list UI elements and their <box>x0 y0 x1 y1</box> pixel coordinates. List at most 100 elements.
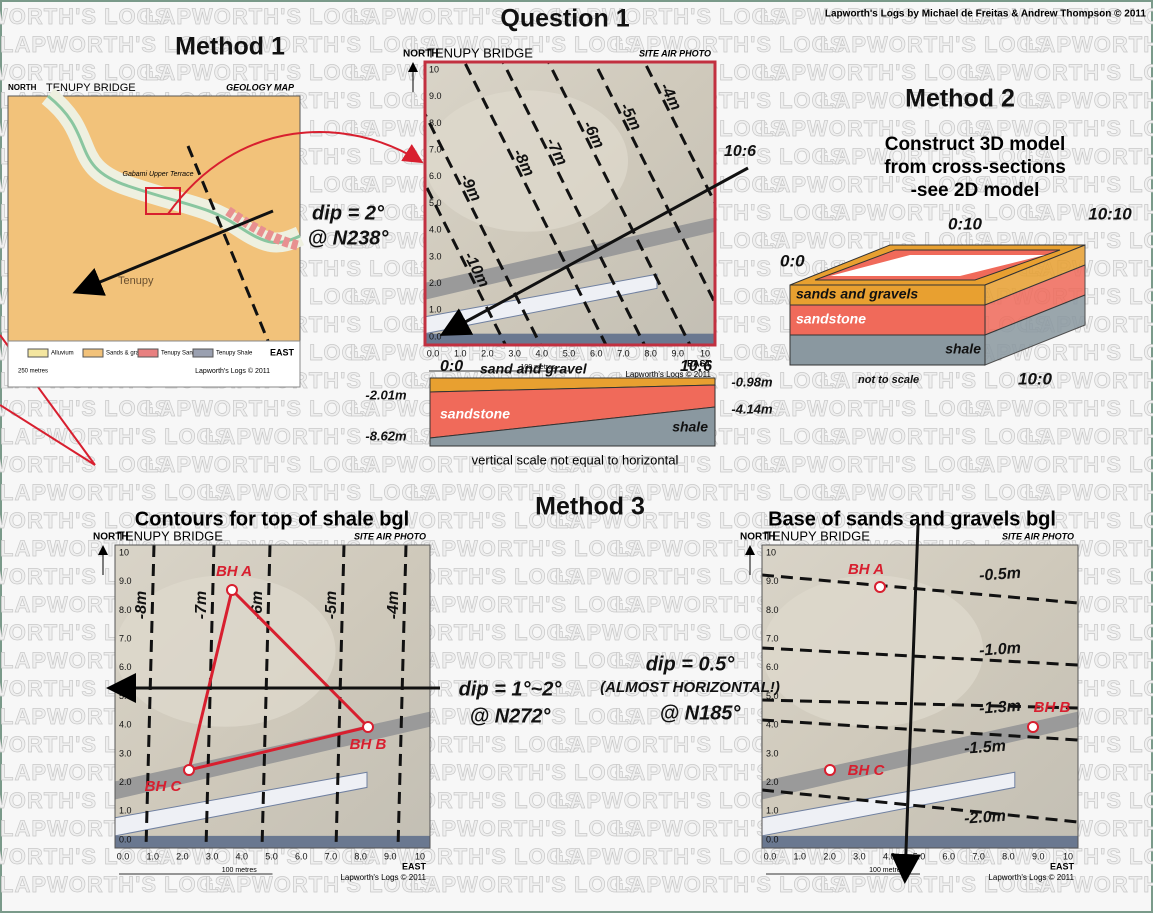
contour-label: -0.5m <box>979 565 1022 585</box>
y-grid-label: 2.0 <box>429 278 442 288</box>
x-grid-label: 7.0 <box>972 851 985 861</box>
watermark: LAPWORTH'S LOGS <box>410 872 640 897</box>
legend-swatch <box>138 349 158 357</box>
watermark: LAPWORTH'S LOGS <box>820 32 1050 57</box>
x-grid-label: 8.0 <box>1002 851 1015 861</box>
section-layer: sandstone <box>440 406 510 422</box>
legend-swatch <box>193 349 213 357</box>
y-grid-label: 6.0 <box>766 662 779 672</box>
x-grid-label: 4.0 <box>883 851 896 861</box>
legend-label: Tenupy Shale <box>216 351 253 357</box>
y-grid-label: 1.0 <box>119 806 132 816</box>
method3-direction: @ N185° <box>660 702 742 724</box>
x-grid-label: 7.0 <box>617 348 630 358</box>
method2-title: Method 2 <box>905 85 1015 113</box>
y-grid-label: 10 <box>119 547 129 557</box>
photo-panel <box>762 545 1078 848</box>
photo-field <box>762 575 983 727</box>
watermark: LAPWORTH'S LOGS <box>410 536 640 561</box>
method3-note: (ALMOST HORIZONTAL!) <box>600 679 780 696</box>
watermark: LAPWORTH'S LOGS <box>820 480 1050 505</box>
north-label: NORTH <box>8 83 37 92</box>
watermark: LAPWORTH'S LOGS <box>615 872 845 897</box>
x-grid-label: 2.0 <box>823 851 836 861</box>
y-grid-label: 5.0 <box>119 691 132 701</box>
y-grid-label: 0.0 <box>766 834 779 844</box>
depth-label: -4.14m <box>731 401 773 416</box>
method1-direction: @ N238° <box>308 227 390 249</box>
y-grid-label: 9.0 <box>766 576 779 586</box>
location-label: TENUPY BRIDGE <box>764 528 870 543</box>
y-grid-label: 0.0 <box>119 834 132 844</box>
borehole-label: BH B <box>1034 699 1071 716</box>
x-grid-label: 9.0 <box>384 851 397 861</box>
watermark: LAPWORTH'S LOGS <box>760 60 990 85</box>
method2-text: -see 2D model <box>911 180 1040 201</box>
scale-label: 100 metres <box>869 867 905 874</box>
section-layer: sand and gravel <box>480 361 588 377</box>
watermark: LAPWORTH'S LOGS <box>145 4 375 29</box>
x-grid-label: 8.0 <box>354 851 367 861</box>
corner-label: 10:0 <box>1018 369 1053 388</box>
watermark: LAPWORTH'S LOGS <box>1025 480 1153 505</box>
block-layer: sands and gravels <box>796 286 918 302</box>
photo-type: SITE AIR PHOTO <box>354 531 426 541</box>
watermark: LAPWORTH'S LOGS <box>205 480 435 505</box>
watermark: LAPWORTH'S LOGS <box>410 592 640 617</box>
y-grid-label: 6.0 <box>429 171 442 181</box>
watermark: LAPWORTH'S LOGS <box>0 872 230 897</box>
depth-label: -2.01m <box>365 387 407 402</box>
watermark: LAPWORTH'S LOGS <box>555 788 785 813</box>
east-label: EAST <box>1050 861 1075 871</box>
watermark: LAPWORTH'S LOGS <box>965 452 1153 477</box>
section-end: 10:6 <box>680 358 712 375</box>
watermark: LAPWORTH'S LOGS <box>410 648 640 673</box>
section-start: 0:0 <box>440 358 463 375</box>
site-label: Gabami Upper Terrace <box>123 171 194 178</box>
scale-label: 100 metres <box>222 867 258 874</box>
contour-label: -4m <box>385 591 402 619</box>
y-grid-label: 8.0 <box>766 605 779 615</box>
method3-dip: dip = 1°~2° <box>459 678 563 700</box>
contour-label: -1.0m <box>979 640 1022 660</box>
x-grid-label: 0.0 <box>117 851 130 861</box>
x-grid-label: 5.0 <box>913 851 926 861</box>
y-grid-label: 10 <box>429 64 439 74</box>
method1-title: Method 1 <box>175 33 285 61</box>
location-label: TENUPY BRIDGE <box>117 528 223 543</box>
borehole <box>227 585 237 595</box>
x-grid-label: 3.0 <box>853 851 866 861</box>
photo-shade <box>115 836 430 848</box>
watermark: LAPWORTH'S LOGS <box>410 760 640 785</box>
borehole-label: BH A <box>848 561 884 578</box>
x-grid-label: 1.0 <box>454 348 467 358</box>
x-grid-label: 1.0 <box>794 851 807 861</box>
map-type: GEOLOGY MAP <box>226 82 295 92</box>
place-label: Tenupy <box>118 275 154 287</box>
watermark: LAPWORTH'S LOGS <box>0 480 230 505</box>
x-grid-label: 0.0 <box>427 348 440 358</box>
x-grid-label: 10 <box>1063 851 1073 861</box>
x-grid-label: 10 <box>415 851 425 861</box>
method3-dip: dip = 0.5° <box>646 653 736 675</box>
x-grid-label: 1.0 <box>146 851 159 861</box>
gravels-heading: Base of sands and gravels bgl <box>768 508 1056 530</box>
credit: Lapworth's Logs by Michael de Freitas & … <box>825 9 1147 20</box>
y-grid-label: 7.0 <box>429 144 442 154</box>
location-label: TENUPY BRIDGE <box>46 82 136 94</box>
x-grid-label: 3.0 <box>508 348 521 358</box>
legend-label: Alluvium <box>51 351 74 357</box>
y-grid-label: 1.0 <box>429 305 442 315</box>
watermark: LAPWORTH'S LOGS <box>555 732 785 757</box>
method3-title: Method 3 <box>535 493 645 521</box>
watermark: LAPWORTH'S LOGS <box>410 816 640 841</box>
section-layer: shale <box>672 419 708 435</box>
y-grid-label: 10 <box>766 547 776 557</box>
contour-label: -5m <box>323 591 340 619</box>
x-grid-label: 4.0 <box>236 851 249 861</box>
x-grid-label: 6.0 <box>590 348 603 358</box>
location-label: TENUPY BRIDGE <box>427 45 533 60</box>
watermark: LAPWORTH'S LOGS <box>145 396 375 421</box>
block-layer: sandstone <box>796 311 866 327</box>
watermark: LAPWORTH'S LOGS <box>145 452 375 477</box>
